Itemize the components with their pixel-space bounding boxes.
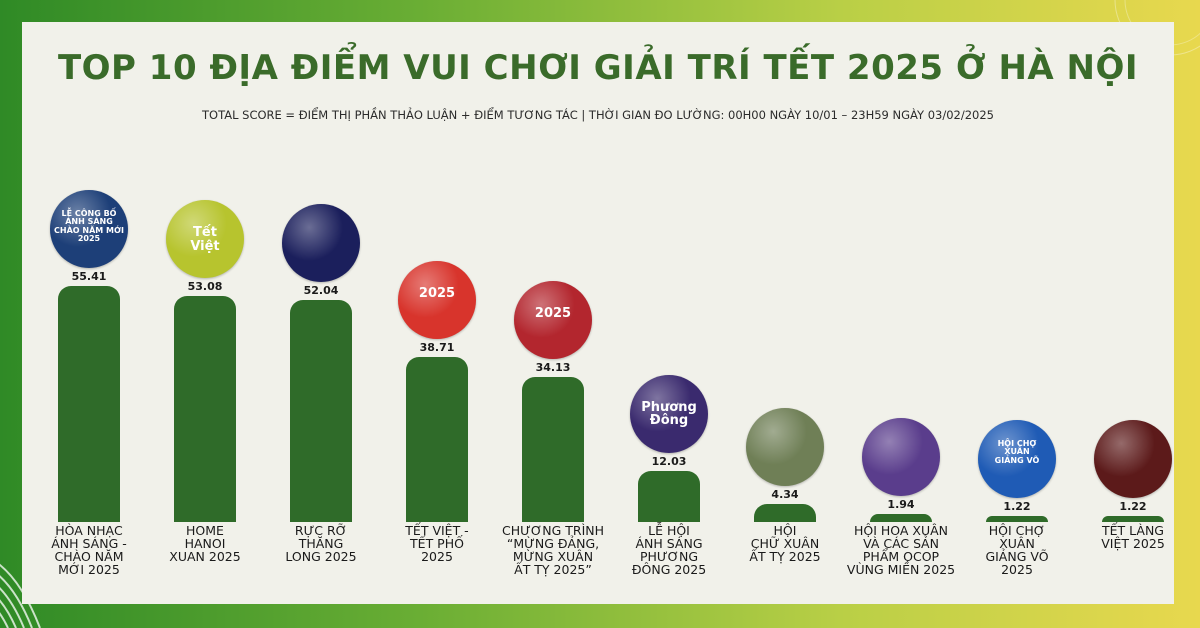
calligraphy-thumbnail <box>1094 420 1172 498</box>
chart-column: 55.41 LỄ CÔNG BỐ ÁNH SÁNG CHÀO NĂM MỚI 20… <box>42 22 128 604</box>
category-label: HÒA NHẠC ÁNH SÁNG - CHÀO NĂM MỚI 2025 <box>51 523 127 577</box>
chart-column: 52.04 RỰC RỠ THĂNG LONG 2025 <box>274 22 360 604</box>
thumbnail-caption: 2025 <box>418 286 456 302</box>
temple-gate-thumbnail <box>746 407 824 486</box>
category-label: RỰC RỠ THĂNG LONG 2025 <box>285 523 357 564</box>
chart-column: 53.08 Tết Việt HOME HANOI XUAN 2025 <box>158 22 244 604</box>
bar <box>870 513 932 522</box>
chart-column: 1.94 HỘI HOA XUÂN VÀ CÁC SẢN PHẨM OCOP VÙ… <box>847 22 955 604</box>
bar <box>58 286 120 522</box>
stage-2025-thumbnail: 2025 <box>514 280 592 359</box>
data-label: 12.03 <box>651 454 687 468</box>
chart-subtitle: TOTAL SCORE = ĐIỂM THỊ PHẦN THẢO LUẬN + … <box>202 108 994 122</box>
chart-column: 12.03 Phương Đông LỄ HỘI ÁNH SÁNG PHƯƠNG Đ… <box>622 22 708 604</box>
bar <box>174 295 236 522</box>
data-label: 52.04 <box>303 284 339 298</box>
data-label: 38.71 <box>419 341 455 355</box>
category-label: HỘI CHỢ XUÂN GIẢNG VÕ 2025 <box>985 523 1049 577</box>
thumbnail-caption: 2025 <box>534 305 572 321</box>
chart-column: 34.13 2025 CHƯƠNG TRÌNH “MỪNG ĐẢNG, MỪNG X… <box>502 22 604 604</box>
bar <box>754 503 816 522</box>
thumbnail-caption: HỘI CHỢ XUÂN GIẢNG VÕ <box>994 439 1040 465</box>
lantern-festival-thumbnail: Phương Đông <box>630 374 708 453</box>
concert-poster-thumbnail: LỄ CÔNG BỐ ÁNH SÁNG CHÀO NĂM MỚI 2025 <box>50 190 128 268</box>
chart-column: 1.22 TẾT LÀNG VIỆT 2025 <box>1086 22 1172 604</box>
category-label: HỘI CHỮ XUÂN ẤT TỴ 2025 <box>749 523 821 564</box>
category-label: TẾT LÀNG VIỆT 2025 <box>1101 523 1165 551</box>
bar <box>406 357 468 522</box>
data-label: 34.13 <box>535 360 571 374</box>
bar <box>638 470 700 522</box>
data-label: 1.94 <box>887 497 915 511</box>
hoi-cho-giang-vo-thumbnail: HỘI CHỢ XUÂN GIẢNG VÕ <box>978 420 1056 498</box>
chart-column: 38.71 2025 TẾT VIỆT - TẾT PHỐ 2025 <box>390 22 476 604</box>
bar <box>1102 516 1164 522</box>
chart-column: 4.34 HỘI CHỮ XUÂN ẤT TỴ 2025 <box>738 22 824 604</box>
bar <box>522 376 584 522</box>
category-label: HỘI HOA XUÂN VÀ CÁC SẢN PHẨM OCOP VÙNG M… <box>846 523 956 577</box>
chart-card: TOP 10 ĐỊA ĐIỂM VUI CHƠI GIẢI TRÍ TẾT 20… <box>22 22 1174 604</box>
category-label: CHƯƠNG TRÌNH “MỪNG ĐẢNG, MỪNG XUÂN ẤT TỴ… <box>501 523 605 577</box>
thumbnail-caption: Phương Đông <box>641 399 697 429</box>
night-stage-thumbnail <box>282 204 360 283</box>
ocop-event-thumbnail <box>862 417 940 496</box>
data-label: 4.34 <box>771 487 799 501</box>
data-label: 1.22 <box>1003 500 1031 513</box>
data-label: 55.41 <box>71 270 107 283</box>
bar <box>986 516 1048 522</box>
category-label: LỄ HỘI ÁNH SÁNG PHƯƠNG ĐÔNG 2025 <box>631 523 707 577</box>
chart-column: 1.22 HỘI CHỢ XUÂN GIẢNG VÕ HỘI CHỢ XUÂN GI… <box>970 22 1056 604</box>
data-label: 1.22 <box>1119 500 1147 513</box>
chart-title: TOP 10 ĐỊA ĐIỂM VUI CHƠI GIẢI TRÍ TẾT 20… <box>57 48 1139 88</box>
thumbnail-caption: Tết Việt <box>190 224 220 254</box>
bar <box>290 300 352 522</box>
category-label: TẾT VIỆT - TẾT PHỐ 2025 <box>405 523 469 564</box>
tet-viet-poster-thumbnail: 2025 <box>398 261 476 340</box>
data-label: 53.08 <box>187 279 223 293</box>
thumbnail-caption: LỄ CÔNG BỐ ÁNH SÁNG CHÀO NĂM MỚI 2025 <box>54 209 124 244</box>
flower-street-thumbnail: Tết Việt <box>166 199 244 278</box>
category-label: HOME HANOI XUAN 2025 <box>169 523 241 564</box>
